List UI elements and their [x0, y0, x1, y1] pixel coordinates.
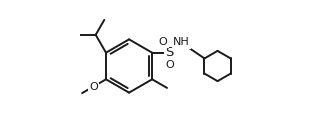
Text: O: O — [89, 82, 98, 92]
Text: O: O — [159, 37, 167, 47]
Text: O: O — [165, 60, 174, 70]
Text: S: S — [165, 46, 173, 59]
Text: NH: NH — [173, 37, 190, 47]
